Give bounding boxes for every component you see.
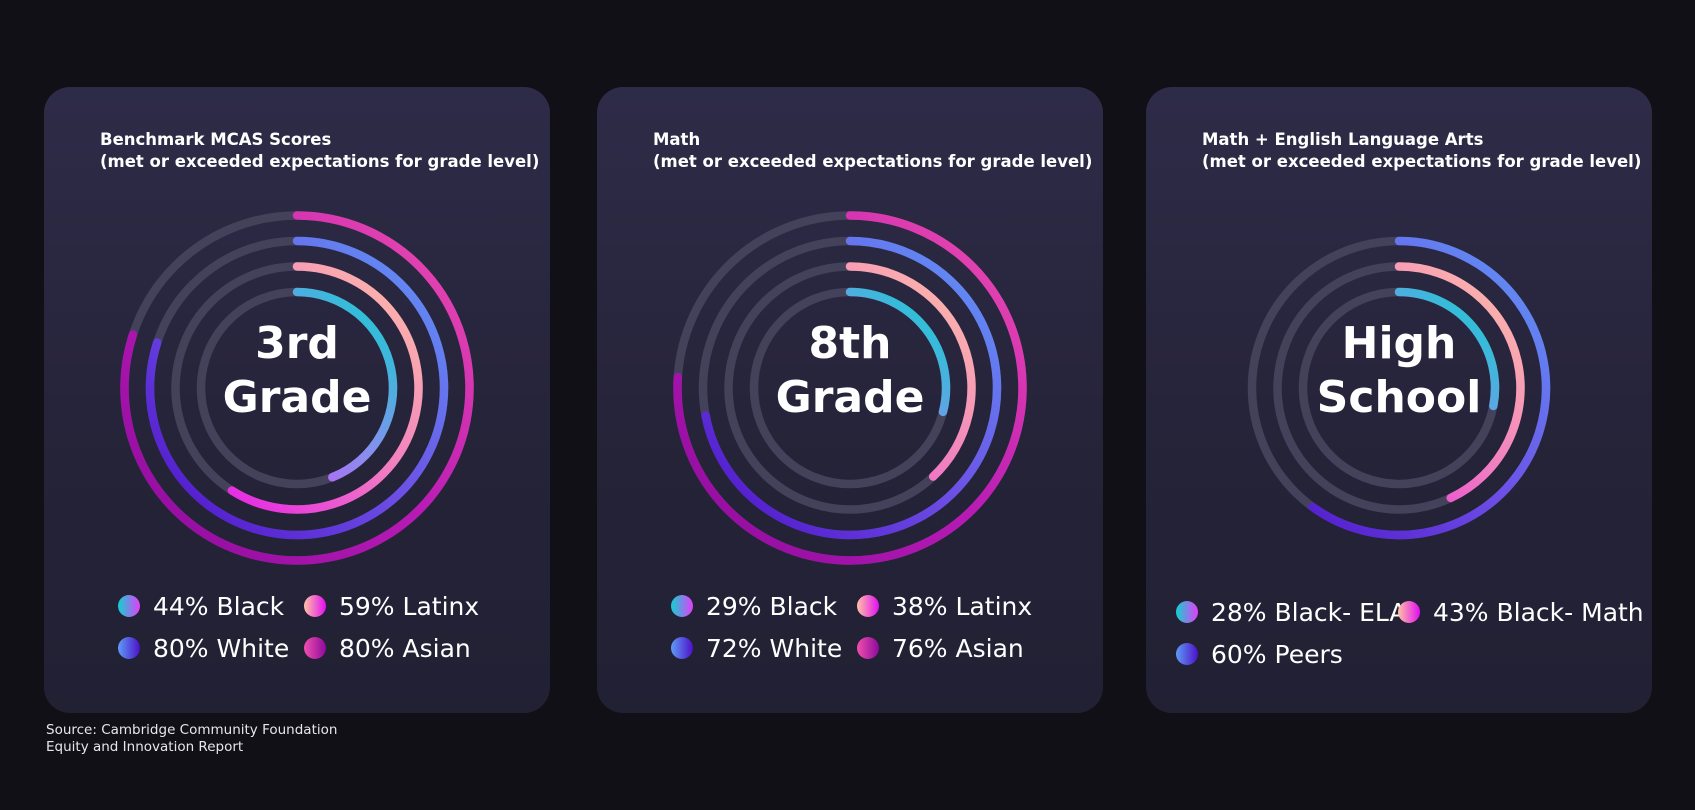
- legend-label: 72% White: [706, 633, 843, 663]
- ring-arc-peers: [1308, 236, 1551, 540]
- chart-card-8th-grade: Math (met or exceeded expectations for g…: [597, 87, 1103, 713]
- legend-label: 80% Asian: [339, 633, 471, 663]
- legend-label: 38% Latinx: [892, 591, 1033, 621]
- legend-item-white: 80% White: [118, 631, 304, 665]
- ring-arc-latinx: [845, 262, 976, 481]
- ring-arc-asian: [673, 211, 1027, 565]
- legend-label: 29% Black: [706, 591, 838, 621]
- card-title-line: Math: [653, 130, 701, 149]
- source-line: Equity and Innovation Report: [46, 739, 244, 755]
- legend-swatch: [304, 595, 326, 617]
- source-note: Source: Cambridge Community Foundation E…: [46, 722, 337, 756]
- legend-item-black-math: 43% Black- Math: [1398, 595, 1644, 629]
- legend-swatch: [857, 595, 879, 617]
- ring-arc-black-ela: [1394, 287, 1500, 411]
- legend-swatch: [1176, 643, 1198, 665]
- card-title-line: Benchmark MCAS Scores: [100, 130, 332, 149]
- radial-chart: [673, 211, 1027, 565]
- legend-label: 28% Black- ELA: [1211, 597, 1407, 627]
- legend: 29% Black 38% Latinx 72% White 76% Asian: [671, 589, 1057, 665]
- legend-swatch: [1398, 601, 1420, 623]
- center-label-line: Grade: [222, 372, 372, 423]
- legend-label: 59% Latinx: [339, 591, 480, 621]
- legend-swatch: [118, 637, 140, 659]
- radial-chart: [120, 211, 474, 565]
- legend-item-asian: 76% Asian: [857, 631, 1057, 665]
- radial-chart: [1247, 236, 1551, 540]
- ring-arc-black: [845, 287, 951, 417]
- legend-item-white: 72% White: [671, 631, 857, 665]
- ring-arc-white: [701, 236, 1002, 540]
- ring-arc-black-math: [1394, 262, 1525, 503]
- center-label-line: School: [1316, 372, 1482, 423]
- center-label-line: Grade: [775, 372, 925, 423]
- source-line: Source: Cambridge Community Foundation: [46, 722, 338, 738]
- legend: 44% Black 59% Latinx 80% White 80% Asian: [118, 589, 504, 665]
- card-subtitle-line: (met or exceeded expectations for grade …: [653, 152, 1093, 171]
- card-subtitle-line: (met or exceeded expectations for grade …: [100, 152, 540, 171]
- card-subtitle-line: (met or exceeded expectations for grade …: [1202, 152, 1642, 171]
- ring-arc-asian: [120, 211, 474, 565]
- ring-arc-black: [292, 287, 398, 482]
- legend-item-asian: 80% Asian: [304, 631, 504, 665]
- chart-card-3rd-grade: Benchmark MCAS Scores (met or exceeded e…: [44, 87, 550, 713]
- legend-swatch: [1176, 601, 1198, 623]
- legend-label: 80% White: [153, 633, 290, 663]
- card-title: Math (met or exceeded expectations for g…: [653, 129, 1092, 173]
- center-label-line: 8th: [808, 318, 892, 369]
- legend-label: 60% Peers: [1211, 639, 1343, 669]
- legend-item-black: 44% Black: [118, 589, 304, 623]
- legend-label: 76% Asian: [892, 633, 1024, 663]
- legend-item-latinx: 59% Latinx: [304, 589, 504, 623]
- legend-item-peers: 60% Peers: [1176, 637, 1398, 671]
- center-label: 8th Grade: [655, 317, 1045, 425]
- ring-arc-latinx: [227, 262, 423, 514]
- legend-swatch: [118, 595, 140, 617]
- legend-swatch: [857, 637, 879, 659]
- legend-label: 43% Black- Math: [1433, 597, 1644, 627]
- center-label: High School: [1204, 317, 1594, 425]
- ring-arc-white: [145, 236, 449, 540]
- legend-swatch: [671, 595, 693, 617]
- center-label: 3rd Grade: [102, 317, 492, 425]
- card-title: Benchmark MCAS Scores (met or exceeded e…: [100, 129, 539, 173]
- card-title: Math + English Language Arts (met or exc…: [1202, 129, 1641, 173]
- legend: 28% Black- ELA 43% Black- Math 60% Peers: [1176, 595, 1644, 671]
- legend-item-black: 29% Black: [671, 589, 857, 623]
- card-title-line: Math + English Language Arts: [1202, 130, 1484, 149]
- legend-item-black-ela: 28% Black- ELA: [1176, 595, 1407, 629]
- legend-item-latinx: 38% Latinx: [857, 589, 1057, 623]
- legend-label: 44% Black: [153, 591, 285, 621]
- chart-card-high-school: Math + English Language Arts (met or exc…: [1146, 87, 1652, 713]
- legend-swatch: [671, 637, 693, 659]
- center-label-line: 3rd: [255, 318, 339, 369]
- center-label-line: High: [1341, 318, 1457, 369]
- legend-swatch: [304, 637, 326, 659]
